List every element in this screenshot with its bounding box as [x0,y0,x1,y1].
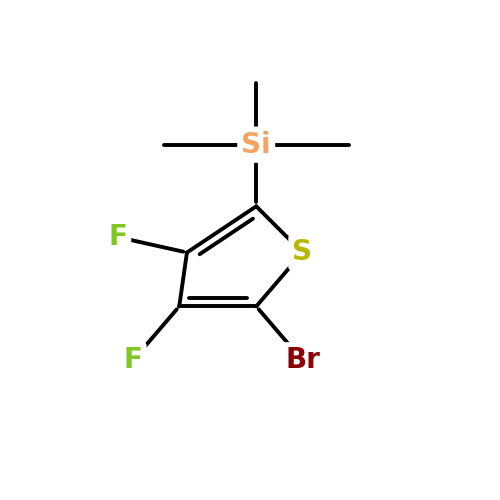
Text: S: S [292,238,312,266]
Text: F: F [124,346,142,374]
Text: F: F [108,223,127,251]
Text: Si: Si [242,130,271,158]
Text: Br: Br [285,346,320,374]
